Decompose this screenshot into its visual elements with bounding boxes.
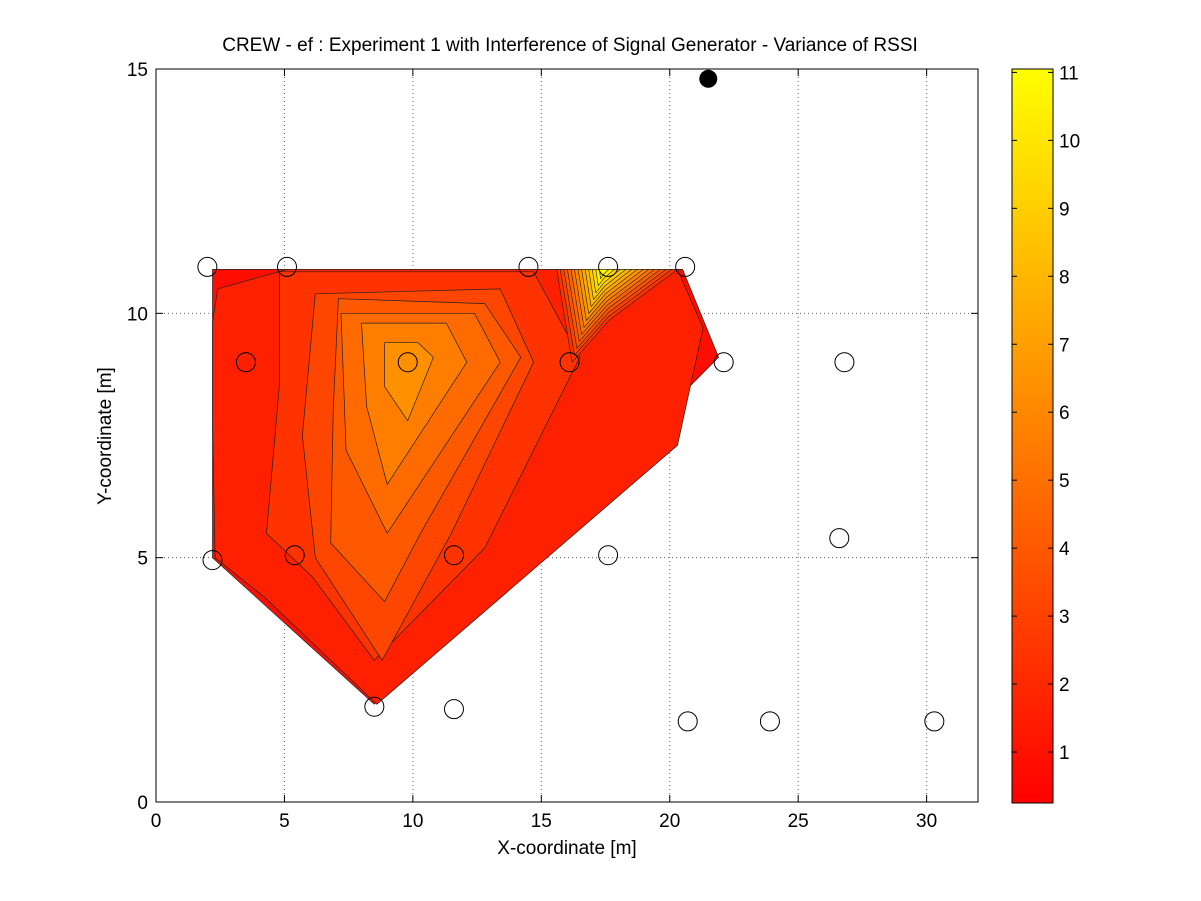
x-tick-label: 0 xyxy=(151,811,162,832)
sensor-node xyxy=(197,256,218,277)
colorbar-tick-label: 5 xyxy=(1059,471,1070,492)
sensor-node xyxy=(924,711,945,732)
sensor-node xyxy=(518,256,539,277)
sensor-nodes xyxy=(197,256,945,732)
sensor-node xyxy=(202,550,223,571)
colorbar-tick-label: 4 xyxy=(1059,539,1070,560)
signal-generator-marker xyxy=(699,69,718,88)
x-tick-label: 25 xyxy=(788,811,809,832)
colorbar-tick-label: 8 xyxy=(1059,267,1070,288)
colorbar-tick-label: 6 xyxy=(1059,403,1070,424)
colorbar-tick-label: 3 xyxy=(1059,607,1070,628)
x-tick-label: 15 xyxy=(531,811,552,832)
x-tick-label: 10 xyxy=(402,811,423,832)
x-tick-label: 5 xyxy=(279,811,290,832)
sensor-node xyxy=(443,545,464,566)
sensor-node xyxy=(235,352,256,373)
sensor-node xyxy=(713,352,734,373)
sensor-node xyxy=(829,528,850,549)
y-tick-label: 5 xyxy=(137,549,148,570)
sensor-node xyxy=(675,256,696,277)
colorbar-tick-label: 2 xyxy=(1059,675,1070,696)
sensor-node xyxy=(598,256,619,277)
sensor-node xyxy=(443,699,464,720)
sensor-node xyxy=(364,696,385,717)
y-tick-label: 15 xyxy=(127,60,148,81)
sensor-node xyxy=(397,352,418,373)
x-tick-label: 20 xyxy=(659,811,680,832)
hotspot-band xyxy=(599,269,610,280)
hotspot-contours xyxy=(556,269,678,363)
contour-fill xyxy=(212,269,719,705)
colorbar-tick-label: 9 xyxy=(1059,199,1070,220)
plot-frame xyxy=(155,68,979,803)
sensor-node xyxy=(284,545,305,566)
x-axis-ticks: 0 5 10 15 20 25 30 xyxy=(151,69,937,832)
y-axis-label: Y-coordinate [m] xyxy=(95,367,116,505)
colorbar-frame xyxy=(1011,68,1054,804)
sensor-node xyxy=(277,256,298,277)
colorbar xyxy=(1012,69,1053,803)
x-tick-label: 30 xyxy=(916,811,937,832)
y-axis-ticks: 0 5 10 15 xyxy=(127,60,978,814)
sensor-node xyxy=(559,352,580,373)
x-axis-label: X-coordinate [m] xyxy=(497,838,636,859)
colorbar-ticks: 1 2 3 4 5 6 7 8 9 10 11 xyxy=(1012,63,1080,764)
y-tick-label: 10 xyxy=(127,304,148,325)
colorbar-tick-label: 10 xyxy=(1059,131,1080,152)
y-tick-label: 0 xyxy=(137,793,148,814)
sensor-node xyxy=(834,352,855,373)
sensor-node xyxy=(759,711,780,732)
colorbar-tick-label: 1 xyxy=(1059,743,1070,764)
colorbar-tick-label: 11 xyxy=(1059,63,1079,84)
sensor-node xyxy=(677,711,698,732)
chart-title: CREW - ef : Experiment 1 with Interferen… xyxy=(222,35,918,56)
colorbar-tick-label: 7 xyxy=(1059,335,1070,356)
contour-band xyxy=(384,342,434,422)
sensor-node xyxy=(598,545,619,566)
